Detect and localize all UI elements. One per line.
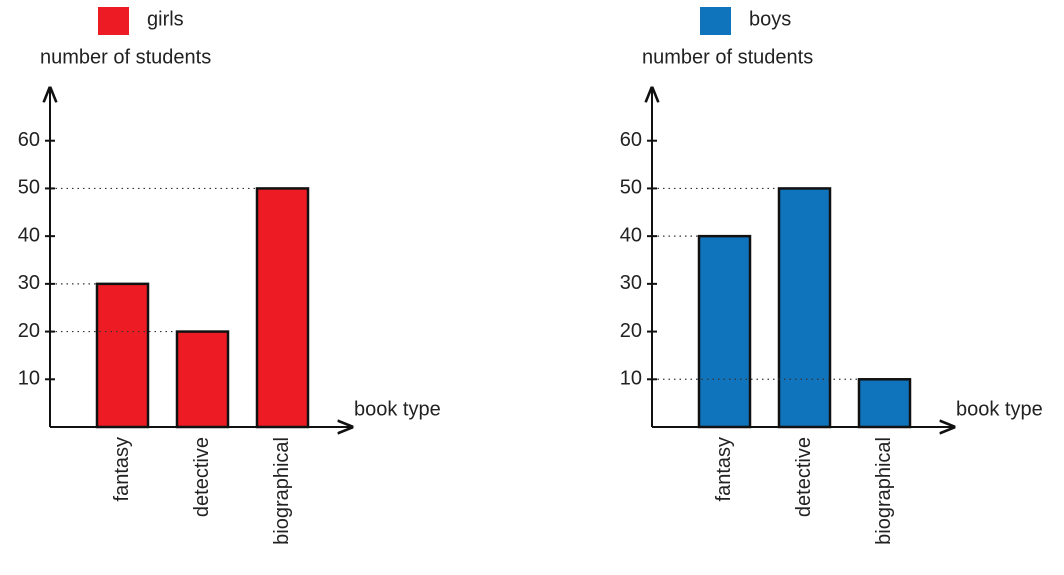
y-tick-label: 50	[18, 177, 40, 199]
y-tick-label: 30	[18, 272, 40, 294]
y-axis-label: number of students	[40, 46, 211, 68]
y-tick-label: 30	[620, 272, 642, 294]
x-tick-label: biographical	[271, 437, 293, 545]
bar	[175, 330, 230, 429]
y-tick-label: 60	[620, 129, 642, 151]
x-tick-label: detective	[191, 437, 213, 517]
y-tick-label: 40	[620, 224, 642, 246]
y-tick-label: 20	[18, 320, 40, 342]
x-axis-label: book type	[956, 398, 1043, 420]
x-tick-label: biographical	[873, 437, 895, 545]
legend-swatch	[700, 7, 731, 35]
y-tick-label: 60	[18, 129, 40, 151]
y-tick-label: 20	[620, 320, 642, 342]
x-tick-label: fantasy	[713, 437, 735, 501]
legend-label: girls	[147, 8, 184, 30]
x-tick-label: fantasy	[111, 437, 133, 501]
y-axis-label: number of students	[642, 46, 813, 68]
y-tick-label: 40	[18, 224, 40, 246]
y-tick-label: 10	[18, 368, 40, 390]
bar	[697, 234, 752, 429]
x-tick-label: detective	[793, 437, 815, 517]
legend-swatch	[98, 7, 129, 35]
bar	[95, 282, 150, 429]
y-tick-label: 50	[620, 177, 642, 199]
legend-label: boys	[749, 8, 791, 30]
y-tick-label: 10	[620, 368, 642, 390]
bar	[777, 187, 832, 429]
bar	[857, 378, 912, 429]
bar	[255, 187, 310, 429]
x-axis-label: book type	[354, 398, 441, 420]
